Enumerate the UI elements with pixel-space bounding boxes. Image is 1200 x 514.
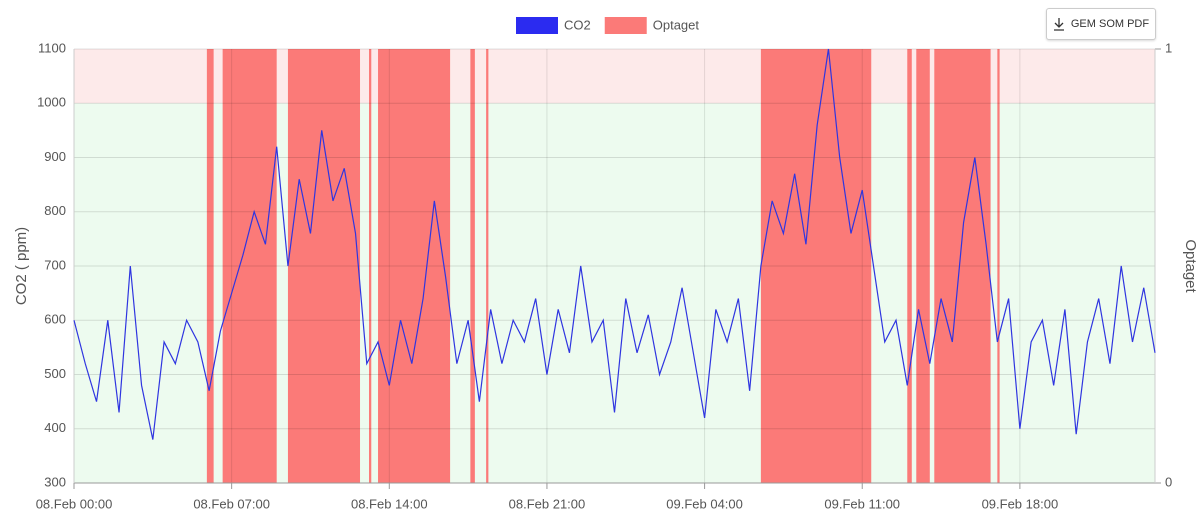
- y-tick-label: 1100: [38, 40, 66, 55]
- y-tick-label: 800: [44, 203, 66, 218]
- legend-label: Optaget: [653, 17, 700, 32]
- occupied-band: [470, 49, 475, 483]
- y-tick-label: 300: [44, 474, 66, 489]
- x-tick-label: 08.Feb 00:00: [36, 496, 113, 511]
- x-tick-label: 08.Feb 21:00: [509, 496, 586, 511]
- co2-line: [73, 48, 1156, 440]
- occupied-band: [934, 49, 991, 483]
- occupied-band: [222, 49, 277, 483]
- x-tick-label: 09.Feb 18:00: [982, 496, 1059, 511]
- y-tick-label: 1000: [37, 95, 66, 110]
- download-label: GEM SOM PDF: [1070, 18, 1150, 30]
- y-axis-label: CO2 ( ppm): [13, 227, 30, 305]
- y2-axis-label: Optaget: [1182, 239, 1199, 293]
- legend-swatch: [516, 17, 558, 34]
- x-tick-label: 09.Feb 11:00: [824, 496, 900, 511]
- occupied-band: [907, 49, 912, 483]
- occupied-band: [378, 49, 451, 483]
- x-tick-label: 09.Feb 04:00: [666, 496, 743, 511]
- occupied-band: [760, 49, 872, 483]
- y-tick-label: 900: [44, 149, 66, 164]
- occupied-band: [486, 49, 489, 483]
- y2-tick-label: 0: [1165, 474, 1172, 489]
- download-button[interactable]: GEM SOM PDF: [1046, 8, 1156, 40]
- occupied-band: [997, 49, 1000, 483]
- legend-swatch: [604, 17, 647, 34]
- x-tick-label: 08.Feb 14:00: [351, 496, 428, 511]
- y-tick-label: 700: [44, 257, 66, 272]
- y-tick-label: 600: [44, 312, 66, 327]
- occupied-band: [916, 49, 930, 483]
- occupied-band: [369, 49, 372, 483]
- legend-label: CO2: [564, 17, 591, 32]
- occupied-band: [287, 49, 361, 483]
- y-tick-label: 500: [44, 366, 66, 381]
- occupied-band: [206, 49, 214, 483]
- y2-tick-label: 1: [1165, 40, 1172, 55]
- y-tick-label: 400: [44, 420, 66, 435]
- x-tick-label: 08.Feb 07:00: [193, 496, 270, 511]
- download-icon: [1053, 18, 1064, 31]
